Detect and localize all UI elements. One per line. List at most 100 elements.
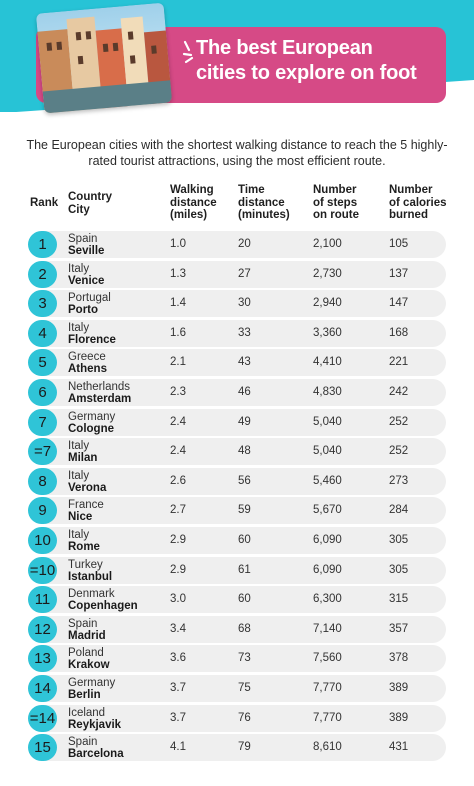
row-background (30, 615, 446, 643)
calories-count: 137 (389, 267, 409, 280)
country-name: Iceland (68, 706, 106, 719)
time-minutes: 73 (238, 652, 251, 665)
time-minutes: 61 (238, 563, 251, 576)
time-minutes: 56 (238, 474, 251, 487)
city-name: Copenhagen (68, 600, 138, 613)
rank-badge: 15 (28, 734, 57, 762)
time-minutes: 46 (238, 385, 251, 398)
walking-miles: 3.0 (170, 593, 186, 606)
calories-count: 357 (389, 622, 409, 635)
header-walk-line3: (miles) (170, 209, 208, 221)
country-name: Italy (68, 528, 90, 541)
city-name: Athens (68, 363, 107, 376)
country-name: Poland (68, 647, 104, 660)
rank-badge: 8 (28, 467, 57, 495)
country-name: Netherlands (68, 380, 131, 393)
walking-miles: 2.4 (170, 415, 186, 428)
steps-count: 6,090 (313, 563, 342, 576)
header-steps-line1: Number (313, 184, 357, 196)
city-name: Verona (68, 481, 107, 494)
country-name: Spain (68, 233, 98, 245)
steps-count: 7,770 (313, 681, 342, 694)
steps-count: 4,830 (313, 385, 342, 398)
row-background (30, 586, 446, 614)
time-minutes: 59 (238, 504, 251, 517)
city-name: Rome (68, 540, 100, 553)
steps-count: 6,300 (313, 593, 342, 606)
calories-count: 147 (389, 297, 409, 310)
table-row: 3 Portugal Porto 1.4 30 2,940 147 (0, 289, 474, 319)
row-background (30, 734, 446, 762)
country-name: Italy (68, 469, 90, 482)
city-name: Cologne (68, 422, 114, 435)
row-background (30, 408, 446, 436)
header-walking-distance: Walking distance (miles) (170, 184, 217, 222)
city-name: Porto (68, 304, 99, 317)
row-background (30, 704, 446, 732)
city-name: Krakow (68, 659, 110, 672)
steps-count: 7,770 (313, 711, 342, 724)
header-country-city: Country City (68, 191, 112, 216)
table-row: 2 Italy Venice 1.3 27 2,730 137 (0, 260, 474, 290)
rank-badge: 5 (28, 349, 57, 377)
country-name: Germany (68, 676, 116, 689)
table-row: 15 Spain Barcelona 4.1 79 8,610 431 (0, 733, 474, 763)
table-row: 12 Spain Madrid 3.4 68 7,140 357 (0, 615, 474, 645)
title-line-2: cities to explore on foot (196, 62, 417, 84)
city-name: Berlin (68, 688, 101, 701)
row-background (30, 260, 446, 288)
table-row: 7 Germany Cologne 2.4 49 5,040 252 (0, 408, 474, 438)
row-background (30, 674, 446, 702)
city-name: Madrid (68, 629, 106, 642)
header-rank: Rank (30, 197, 59, 209)
country-name: Italy (68, 440, 90, 453)
rank-badge: 1 (28, 231, 57, 258)
row-background (30, 349, 446, 377)
steps-count: 5,040 (313, 415, 342, 428)
calories-count: 305 (389, 563, 409, 576)
table-row: 6 Netherlands Amsterdam 2.3 46 4,830 242 (0, 378, 474, 408)
walking-miles: 2.4 (170, 445, 186, 458)
steps-count: 2,730 (313, 267, 342, 280)
calories-count: 168 (389, 326, 409, 339)
header-time-line2: distance (238, 196, 285, 209)
rank-badge: 11 (28, 586, 57, 614)
time-minutes: 75 (238, 681, 251, 694)
time-minutes: 30 (238, 297, 251, 310)
header-time-line3: (minutes) (238, 209, 290, 221)
country-name: Germany (68, 410, 116, 423)
table-row: 4 Italy Florence 1.6 33 3,360 168 (0, 319, 474, 349)
header-walk-line1: Walking (170, 184, 214, 196)
country-name: Portugal (68, 292, 111, 305)
country-name: Turkey (68, 558, 103, 571)
calories-count: 389 (389, 711, 409, 724)
city-name: Nice (68, 511, 93, 524)
time-minutes: 48 (238, 445, 251, 458)
walking-miles: 1.4 (170, 297, 186, 310)
header-time-distance: Time distance (minutes) (238, 184, 290, 222)
calories-count: 273 (389, 474, 409, 487)
rank-badge: 14 (28, 674, 57, 702)
city-name: Istanbul (68, 570, 113, 583)
walking-miles: 3.7 (170, 681, 186, 694)
walking-miles: 2.6 (170, 474, 186, 487)
steps-count: 4,410 (313, 356, 342, 369)
steps-count: 2,100 (313, 238, 342, 250)
steps-count: 7,560 (313, 652, 342, 665)
walking-miles: 4.1 (170, 741, 186, 754)
time-minutes: 76 (238, 711, 251, 724)
calories-count: 431 (389, 741, 409, 754)
rank-badge: =14 (28, 704, 57, 732)
rank-badge: 3 (28, 290, 57, 318)
country-name: Spain (68, 736, 98, 749)
table-row: 9 France Nice 2.7 59 5,670 284 (0, 496, 474, 526)
row-background (30, 467, 446, 495)
calories-count: 221 (389, 356, 409, 369)
calories-count: 315 (389, 593, 409, 606)
header-cal-line3: burned (389, 209, 428, 221)
rank-badge: 7 (28, 408, 57, 436)
steps-count: 5,460 (313, 474, 342, 487)
country-name: Italy (68, 321, 90, 334)
country-name: Italy (68, 262, 90, 275)
table-body: 1 Spain Seville 1.0 20 2,100 105 2 Italy Venice 1.… (0, 230, 474, 763)
